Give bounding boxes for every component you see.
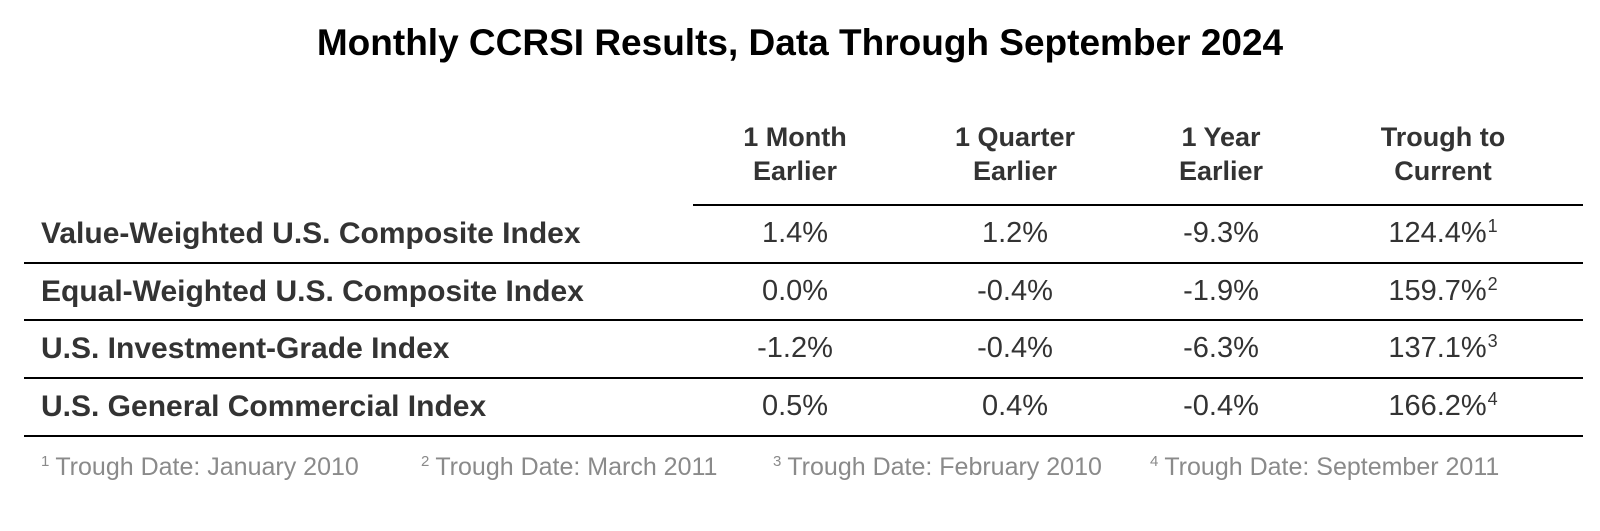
cell-value: -0.4% — [977, 332, 1053, 364]
footnote-text: Trough Date: March 2011 — [435, 453, 718, 481]
cell-general-commercial-1-quarter: 0.4% — [910, 390, 1120, 423]
cell-value: -0.4% — [1183, 390, 1259, 422]
cell-value: 0.5% — [761, 390, 829, 422]
cell-value-weighted-1-year: -9.3% — [1116, 217, 1326, 250]
header-divider — [693, 204, 1583, 206]
footnote-4: 4 Trough Date: September 2011 — [1150, 453, 1499, 482]
cell-value: 1.2% — [981, 217, 1049, 249]
column-header-line: Earlier — [1178, 156, 1264, 186]
footnote-mark: 3 — [773, 453, 782, 470]
row-label-investment-grade: U.S. Investment-Grade Index — [41, 332, 450, 365]
cell-value: -9.3% — [1183, 217, 1259, 249]
footnote-mark: 2 — [421, 453, 430, 470]
cell-investment-grade-1-quarter: -0.4% — [910, 332, 1120, 365]
cell-value: -6.3% — [1183, 332, 1259, 364]
cell-value-weighted-1-quarter: 1.2% — [910, 217, 1120, 250]
column-header-trough-to-current: Trough to Current — [1338, 120, 1548, 188]
cell-general-commercial-1-year: -0.4% — [1116, 390, 1326, 423]
footnote-marker: 1 — [1487, 216, 1498, 236]
footnote-2: 2 Trough Date: March 2011 — [421, 453, 717, 482]
cell-investment-grade-1-month: -1.2% — [690, 332, 900, 365]
cell-value: 0.4% — [981, 390, 1049, 422]
cell-equal-weighted-1-year: -1.9% — [1116, 275, 1326, 308]
footnote-text: Trough Date: January 2010 — [55, 453, 359, 481]
cell-value: -0.4% — [977, 275, 1053, 307]
column-header-line: 1 Month — [743, 122, 847, 152]
column-header-line: Earlier — [752, 156, 838, 186]
footnote-3: 3 Trough Date: February 2010 — [773, 453, 1102, 482]
column-header-line: 1 Quarter — [954, 122, 1076, 152]
cell-value: 1.4% — [761, 217, 829, 249]
cell-value-weighted-trough: 124.4%1 — [1338, 217, 1548, 250]
cell-value: -1.2% — [757, 332, 833, 364]
column-header-line: Earlier — [972, 156, 1058, 186]
cell-value: 159.7% — [1388, 275, 1487, 307]
column-header-1-year: 1 Year Earlier — [1116, 120, 1326, 188]
row-divider — [24, 319, 1583, 321]
cell-general-commercial-1-month: 0.5% — [690, 390, 900, 423]
column-header-1-quarter: 1 Quarter Earlier — [910, 120, 1120, 188]
cell-general-commercial-trough: 166.2%4 — [1338, 390, 1548, 423]
row-divider — [24, 262, 1583, 264]
footnote-marker: 4 — [1487, 389, 1498, 409]
cell-investment-grade-1-year: -6.3% — [1116, 332, 1326, 365]
row-label-general-commercial: U.S. General Commercial Index — [41, 390, 487, 423]
cell-value: 166.2% — [1388, 390, 1487, 422]
footnote-marker: 3 — [1487, 331, 1498, 351]
footnote-1: 1 Trough Date: January 2010 — [41, 453, 359, 482]
cell-equal-weighted-trough: 159.7%2 — [1338, 275, 1548, 308]
row-divider — [24, 377, 1583, 379]
column-header-line: 1 Year — [1181, 122, 1261, 152]
footnote-text: Trough Date: February 2010 — [787, 453, 1102, 481]
table-bottom-border — [24, 435, 1583, 437]
footnote-mark: 4 — [1150, 453, 1159, 470]
cell-equal-weighted-1-quarter: -0.4% — [910, 275, 1120, 308]
footnote-mark: 1 — [41, 453, 50, 470]
cell-value: 0.0% — [761, 275, 829, 307]
table-title: Monthly CCRSI Results, Data Through Sept… — [316, 22, 1284, 63]
row-label-value-weighted: Value-Weighted U.S. Composite Index — [41, 217, 581, 250]
row-label-equal-weighted: Equal-Weighted U.S. Composite Index — [41, 275, 584, 308]
cell-equal-weighted-1-month: 0.0% — [690, 275, 900, 308]
cell-value: -1.9% — [1183, 275, 1259, 307]
column-header-line: Trough to — [1380, 122, 1506, 152]
cell-value: 137.1% — [1388, 332, 1487, 364]
footnote-text: Trough Date: September 2011 — [1164, 453, 1500, 481]
column-header-line: Current — [1394, 156, 1492, 186]
cell-value: 124.4% — [1388, 217, 1487, 249]
cell-investment-grade-trough: 137.1%3 — [1338, 332, 1548, 365]
column-header-1-month: 1 Month Earlier — [690, 120, 900, 188]
footnote-marker: 2 — [1487, 274, 1498, 294]
cell-value-weighted-1-month: 1.4% — [690, 217, 900, 250]
